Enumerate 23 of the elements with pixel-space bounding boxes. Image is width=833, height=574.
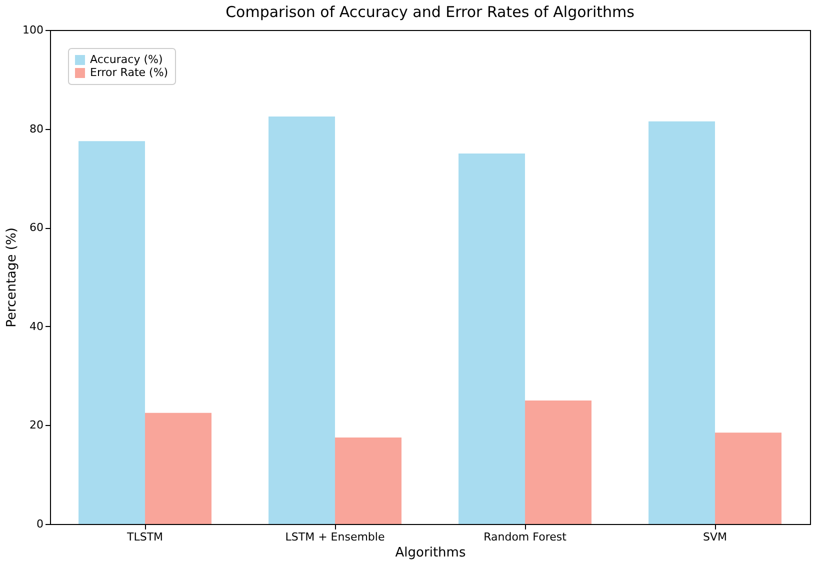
x-axis-title: Algorithms xyxy=(395,546,466,560)
x-tick-label: LSTM + Ensemble xyxy=(285,530,385,544)
bar xyxy=(268,116,335,524)
x-tick-label: Random Forest xyxy=(484,530,568,544)
legend-label: Accuracy (%) xyxy=(90,53,163,66)
x-tick-label: TLSTM xyxy=(126,530,164,544)
bar xyxy=(335,438,402,524)
bar xyxy=(78,141,145,524)
y-tick-label: 60 xyxy=(30,221,44,234)
legend-label: Error Rate (%) xyxy=(90,66,168,79)
chart-title: Comparison of Accuracy and Error Rates of Algorithms xyxy=(226,3,635,21)
bar xyxy=(525,400,592,524)
x-tick-label: SVM xyxy=(703,530,727,544)
bar xyxy=(145,412,212,524)
y-tick-label: 100 xyxy=(22,24,44,36)
y-tick-label: 20 xyxy=(30,418,44,432)
bar xyxy=(715,432,782,524)
bar xyxy=(458,154,525,524)
y-tick-label: 0 xyxy=(36,518,44,530)
y-axis-title: Percentage (%) xyxy=(4,228,20,328)
y-tick-label: 80 xyxy=(30,122,44,136)
bar xyxy=(648,121,715,524)
y-tick-label: 40 xyxy=(30,320,44,333)
